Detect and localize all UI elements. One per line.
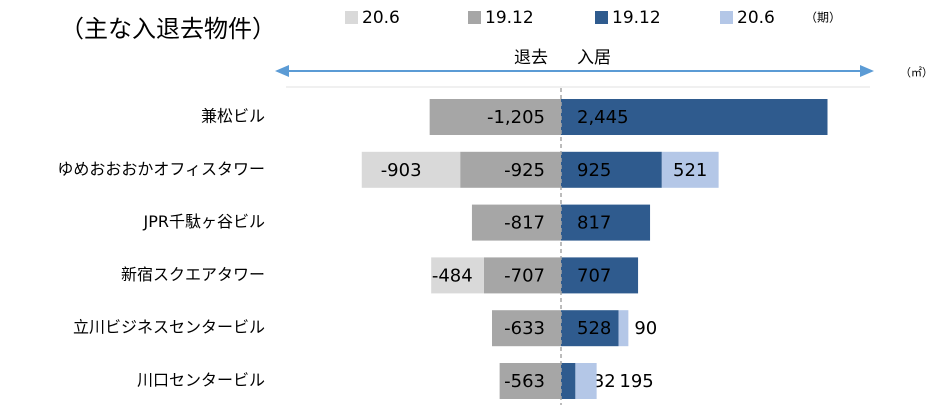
value-label: -1,205 xyxy=(487,107,545,128)
bar xyxy=(431,257,484,294)
value-label: 817 xyxy=(577,213,611,234)
value-label: 521 xyxy=(673,160,707,181)
legend-swatch xyxy=(345,11,358,24)
value-label: -484 xyxy=(432,265,473,286)
value-label: -563 xyxy=(504,371,545,392)
legend-label: 20.6 xyxy=(362,8,400,28)
value-label: 195 xyxy=(619,371,653,392)
bar xyxy=(561,99,828,135)
category-label: ゆめおおおかオフィスタワー xyxy=(57,159,265,178)
bar xyxy=(561,257,639,294)
value-label: -925 xyxy=(504,160,545,181)
value-label: 90 xyxy=(634,318,657,339)
chart-title: （主な入退去物件） xyxy=(60,15,276,43)
bar xyxy=(561,204,651,241)
value-label: -707 xyxy=(504,265,545,286)
category-label: 新宿スクエアタワー xyxy=(121,265,265,284)
category-label: 川口センタービル xyxy=(137,371,265,390)
legend-label: 19.12 xyxy=(485,8,534,28)
legend-swatch xyxy=(720,11,733,24)
bar xyxy=(561,363,576,399)
left-label: 退去 xyxy=(514,48,548,68)
legend-swatch xyxy=(595,11,608,24)
bar xyxy=(361,151,461,188)
value-label: 2,445 xyxy=(577,107,629,128)
legend-swatch xyxy=(468,11,481,24)
category-label: JPR千駄ヶ谷ビル xyxy=(143,212,266,231)
bar xyxy=(575,363,597,399)
bar xyxy=(618,310,629,347)
value-label: -817 xyxy=(504,213,545,234)
value-label: 925 xyxy=(577,160,611,181)
bar xyxy=(661,151,719,188)
category-label: 兼松ビル xyxy=(201,107,265,126)
bar xyxy=(429,99,561,135)
category-label: 立川ビジネスセンタービル xyxy=(73,318,265,337)
bar xyxy=(460,151,561,188)
bar xyxy=(483,257,561,294)
bar xyxy=(499,363,561,399)
unit-label: （㎡） xyxy=(900,66,927,79)
legend-note: （期） xyxy=(805,11,841,25)
legend-label: 19.12 xyxy=(612,8,661,28)
value-label: -633 xyxy=(504,318,545,339)
value-label: 707 xyxy=(577,265,611,286)
right-label: 入居 xyxy=(577,48,611,68)
arrow-head xyxy=(860,65,874,77)
legend-label: 20.6 xyxy=(737,8,775,28)
bar xyxy=(492,310,561,347)
bar xyxy=(561,310,619,347)
arrow-head xyxy=(275,65,289,77)
bar xyxy=(561,151,662,188)
bar xyxy=(471,204,561,241)
value-label: -903 xyxy=(381,160,422,181)
value-label: 528 xyxy=(577,318,611,339)
